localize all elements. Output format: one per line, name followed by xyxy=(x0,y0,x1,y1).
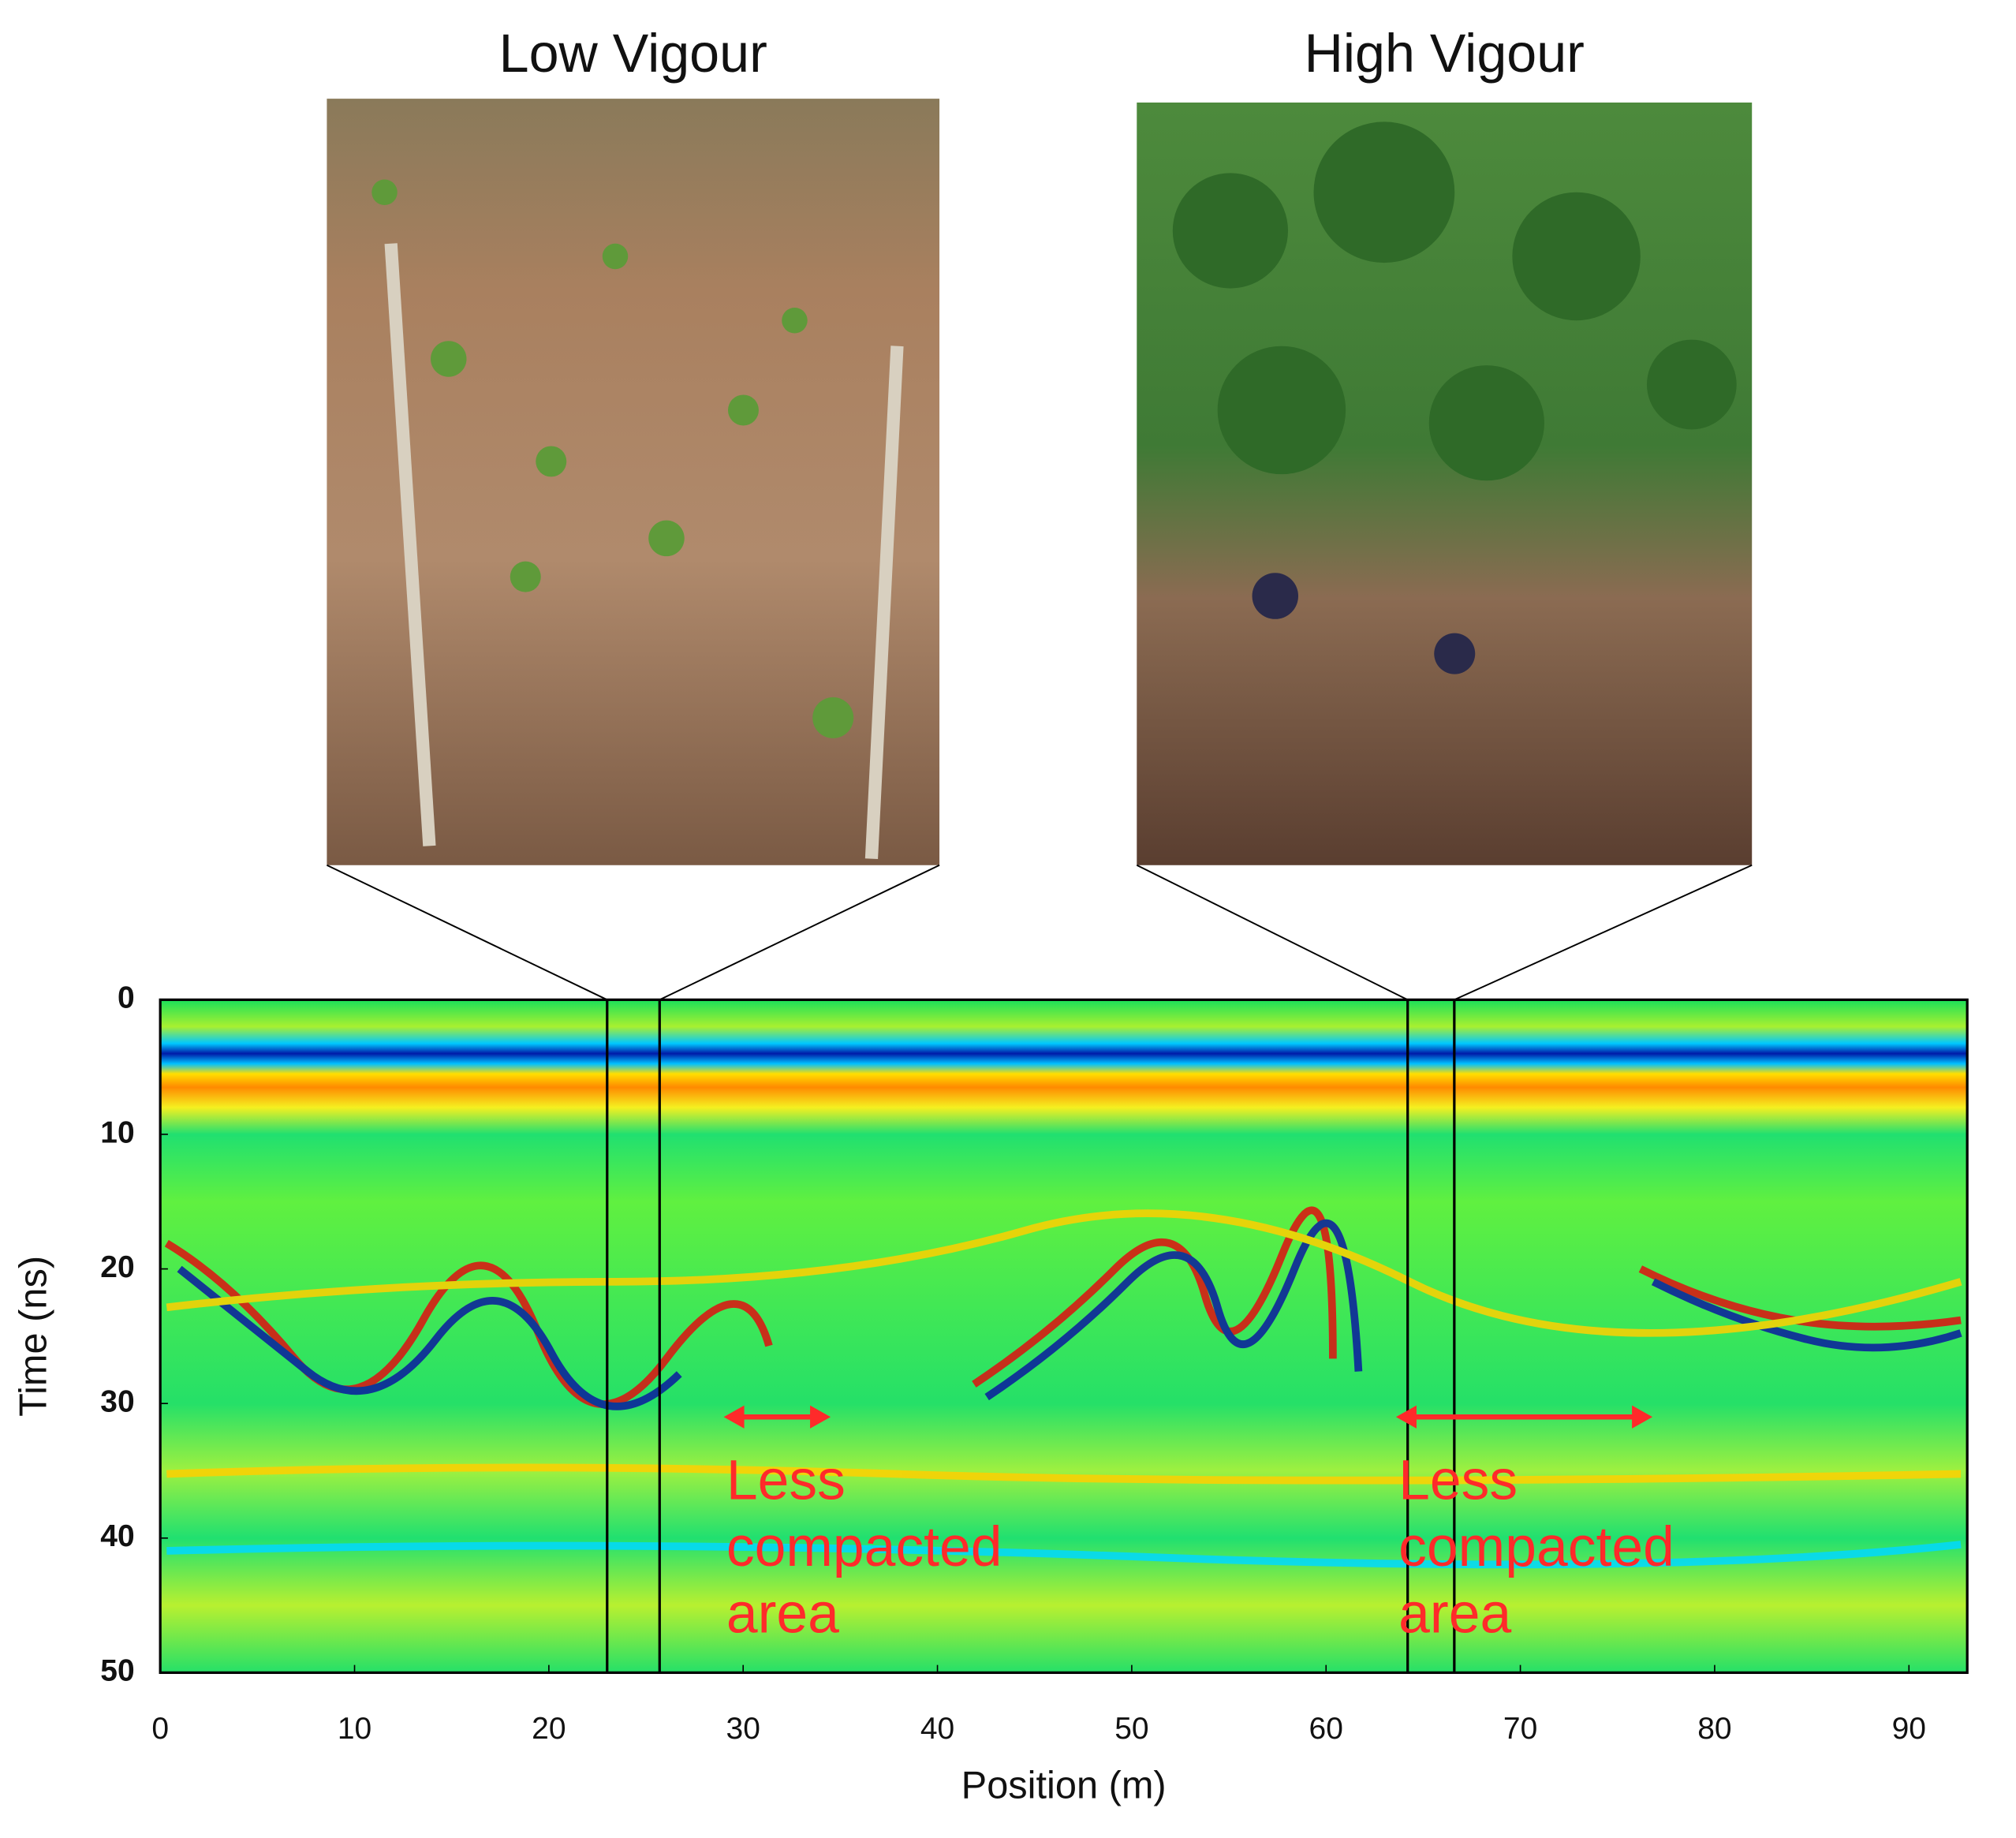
arrow-head xyxy=(1395,1405,1417,1429)
connector-line xyxy=(659,864,940,1001)
arrow-head xyxy=(723,1405,745,1429)
x-axis-label: Position (m) xyxy=(961,1765,1167,1807)
y-axis-label: Time (ns) xyxy=(12,1256,54,1417)
y-tick-label: 10 xyxy=(100,1115,134,1149)
x-tick-label: 10 xyxy=(338,1712,371,1746)
y-tick-label: 20 xyxy=(100,1250,134,1284)
arrow-head xyxy=(810,1405,831,1429)
x-tick-label: 90 xyxy=(1892,1712,1926,1746)
annotation xyxy=(723,1405,831,1429)
photo-vines xyxy=(371,179,854,738)
arrow-head xyxy=(1632,1405,1653,1429)
photos xyxy=(327,99,1753,865)
x-tick-label: 80 xyxy=(1697,1712,1731,1746)
y-tick-label: 30 xyxy=(100,1384,134,1418)
y-tick-label: 50 xyxy=(100,1654,134,1688)
reflector xyxy=(177,1265,682,1410)
reflector-texture xyxy=(164,1206,1962,1569)
x-tick-label: 20 xyxy=(532,1712,566,1746)
y-tick-label: 0 xyxy=(118,981,135,1015)
y-tick-label: 40 xyxy=(100,1519,134,1553)
photo-title: Low Vigour xyxy=(499,24,767,84)
annotation-text: compacted xyxy=(1398,1515,1674,1578)
plot-frame xyxy=(159,998,1969,1675)
annotation-text: Less xyxy=(726,1448,846,1511)
connector-line xyxy=(1454,864,1753,1001)
reflector xyxy=(166,1463,1962,1485)
x-tick-label: 0 xyxy=(151,1712,169,1746)
annotation-text: compacted xyxy=(726,1515,1002,1578)
reflector xyxy=(166,1541,1962,1569)
photo-grapes xyxy=(1252,573,1476,674)
x-tick-label: 60 xyxy=(1309,1712,1343,1746)
reflector xyxy=(166,1209,1962,1337)
photo-title: High Vigour xyxy=(1305,24,1585,84)
photo-leaves xyxy=(1172,121,1737,481)
reflector xyxy=(972,1206,1337,1388)
reflector xyxy=(164,1239,773,1408)
x-tick-label: 70 xyxy=(1503,1712,1537,1746)
annotation-text: area xyxy=(1398,1582,1511,1645)
reflector xyxy=(984,1219,1363,1401)
x-tick-label: 50 xyxy=(1114,1712,1148,1746)
x-tick-label: 40 xyxy=(920,1712,954,1746)
x-tick-label: 30 xyxy=(726,1712,760,1746)
reflector xyxy=(1651,1278,1962,1352)
connector-line xyxy=(326,864,608,1001)
photo-posts xyxy=(384,243,904,860)
annotation xyxy=(1395,1405,1653,1429)
annotation-text: area xyxy=(726,1582,839,1645)
annotation-text: Less xyxy=(1398,1448,1518,1511)
connector-line xyxy=(1136,864,1409,1001)
